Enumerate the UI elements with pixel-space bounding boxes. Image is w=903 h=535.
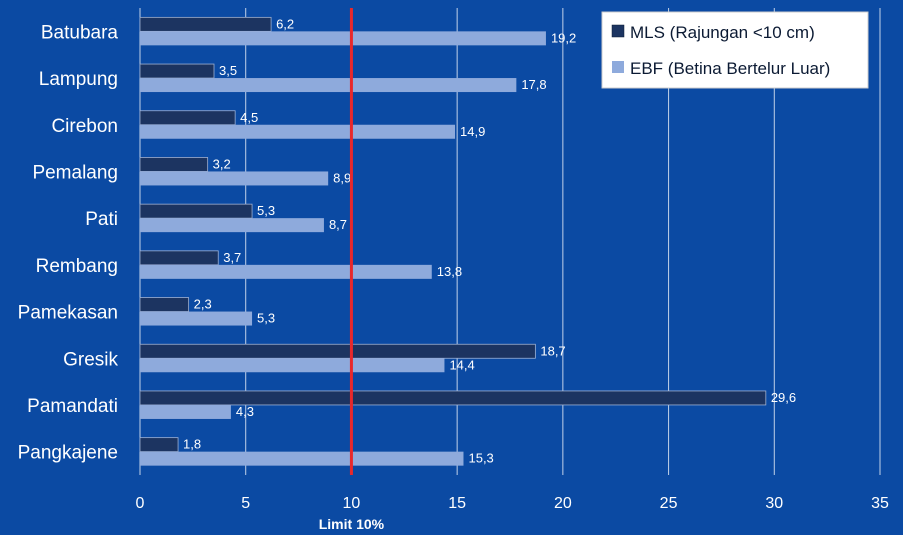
x-axis-ticks: 0 5 10 15 20 25 30 35 (136, 495, 889, 512)
legend-swatch-ebf (612, 61, 624, 73)
bar-mls (139, 343, 536, 359)
bars (139, 16, 767, 466)
bar-mls (139, 157, 209, 172)
data-label: 3,5 (219, 63, 237, 78)
bar-ebf (140, 311, 253, 326)
category-label: Pemalang (32, 162, 118, 183)
limit-label: Limit 10% (319, 516, 385, 532)
category-label: Cirebon (51, 116, 118, 137)
x-tick-label: 35 (871, 495, 889, 512)
data-label: 4,3 (236, 404, 254, 419)
data-label: 17,8 (521, 77, 546, 92)
bar-ebf (140, 124, 456, 139)
bar-mls (139, 63, 215, 79)
limit-reference: Limit 10% (319, 8, 385, 532)
bar-ebf (140, 404, 231, 419)
category-label: Pangkajene (18, 443, 118, 464)
data-label: 1,8 (183, 437, 201, 452)
category-label: Lampung (39, 69, 118, 90)
legend-label-ebf: EBF (Betina Bertelur Luar) (630, 59, 830, 78)
bar-mls (139, 203, 253, 219)
data-label: 14,4 (449, 357, 474, 372)
data-label: 19,2 (551, 30, 576, 45)
data-label: 14,9 (460, 124, 485, 139)
x-tick-label: 10 (343, 495, 361, 512)
bar-ebf (140, 78, 517, 93)
category-label: Batubara (41, 22, 119, 43)
data-label: 2,3 (194, 297, 212, 312)
category-label: Pati (85, 209, 118, 230)
data-label: 18,7 (540, 343, 565, 358)
bar-mls (139, 390, 767, 406)
bar-mls (139, 250, 219, 266)
x-tick-label: 30 (765, 495, 783, 512)
bar-ebf (140, 171, 329, 186)
x-tick-label: 0 (136, 495, 145, 512)
bar-ebf (140, 451, 464, 466)
bar-ebf (140, 358, 445, 373)
bar-ebf (140, 31, 546, 46)
category-label: Pamekasan (18, 303, 118, 324)
data-label: 5,3 (257, 203, 275, 218)
data-labels: 6,2 19,2 3,5 17,8 4,5 14,9 3,2 8,9 5,3 8,7 3,7 13,8… (183, 16, 796, 465)
data-label: 3,2 (213, 156, 231, 171)
data-label: 8,9 (333, 170, 351, 185)
bar-mls (139, 110, 236, 126)
x-tick-label: 20 (554, 495, 572, 512)
data-label: 4,5 (240, 110, 258, 125)
legend-swatch-mls (611, 24, 625, 38)
data-label: 15,3 (468, 451, 493, 466)
data-label: 5,3 (257, 311, 275, 326)
x-tick-label: 15 (448, 495, 466, 512)
category-label: Rembang (36, 256, 118, 277)
category-labels: Batubara Lampung Cirebon Pemalang Pati Remban… (18, 22, 119, 463)
bar-mls (139, 16, 272, 32)
data-label: 13,8 (437, 264, 462, 279)
data-label: 8,7 (329, 217, 347, 232)
x-tick-label: 25 (660, 495, 678, 512)
legend: MLS (Rajungan <10 cm) EBF (Betina Bertel… (601, 11, 869, 89)
legend-box (601, 11, 869, 89)
category-label: Gresik (63, 349, 118, 370)
legend-label-mls: MLS (Rajungan <10 cm) (630, 23, 815, 42)
x-tick-label: 5 (241, 495, 250, 512)
data-label: 29,6 (771, 390, 796, 405)
data-label: 6,2 (276, 16, 294, 31)
bar-mls (139, 297, 190, 312)
bar-mls (139, 437, 179, 453)
bar-ebf (140, 264, 432, 279)
bar-ebf (140, 218, 324, 233)
category-label: Pamandati (27, 396, 118, 417)
data-label: 3,7 (223, 250, 241, 265)
